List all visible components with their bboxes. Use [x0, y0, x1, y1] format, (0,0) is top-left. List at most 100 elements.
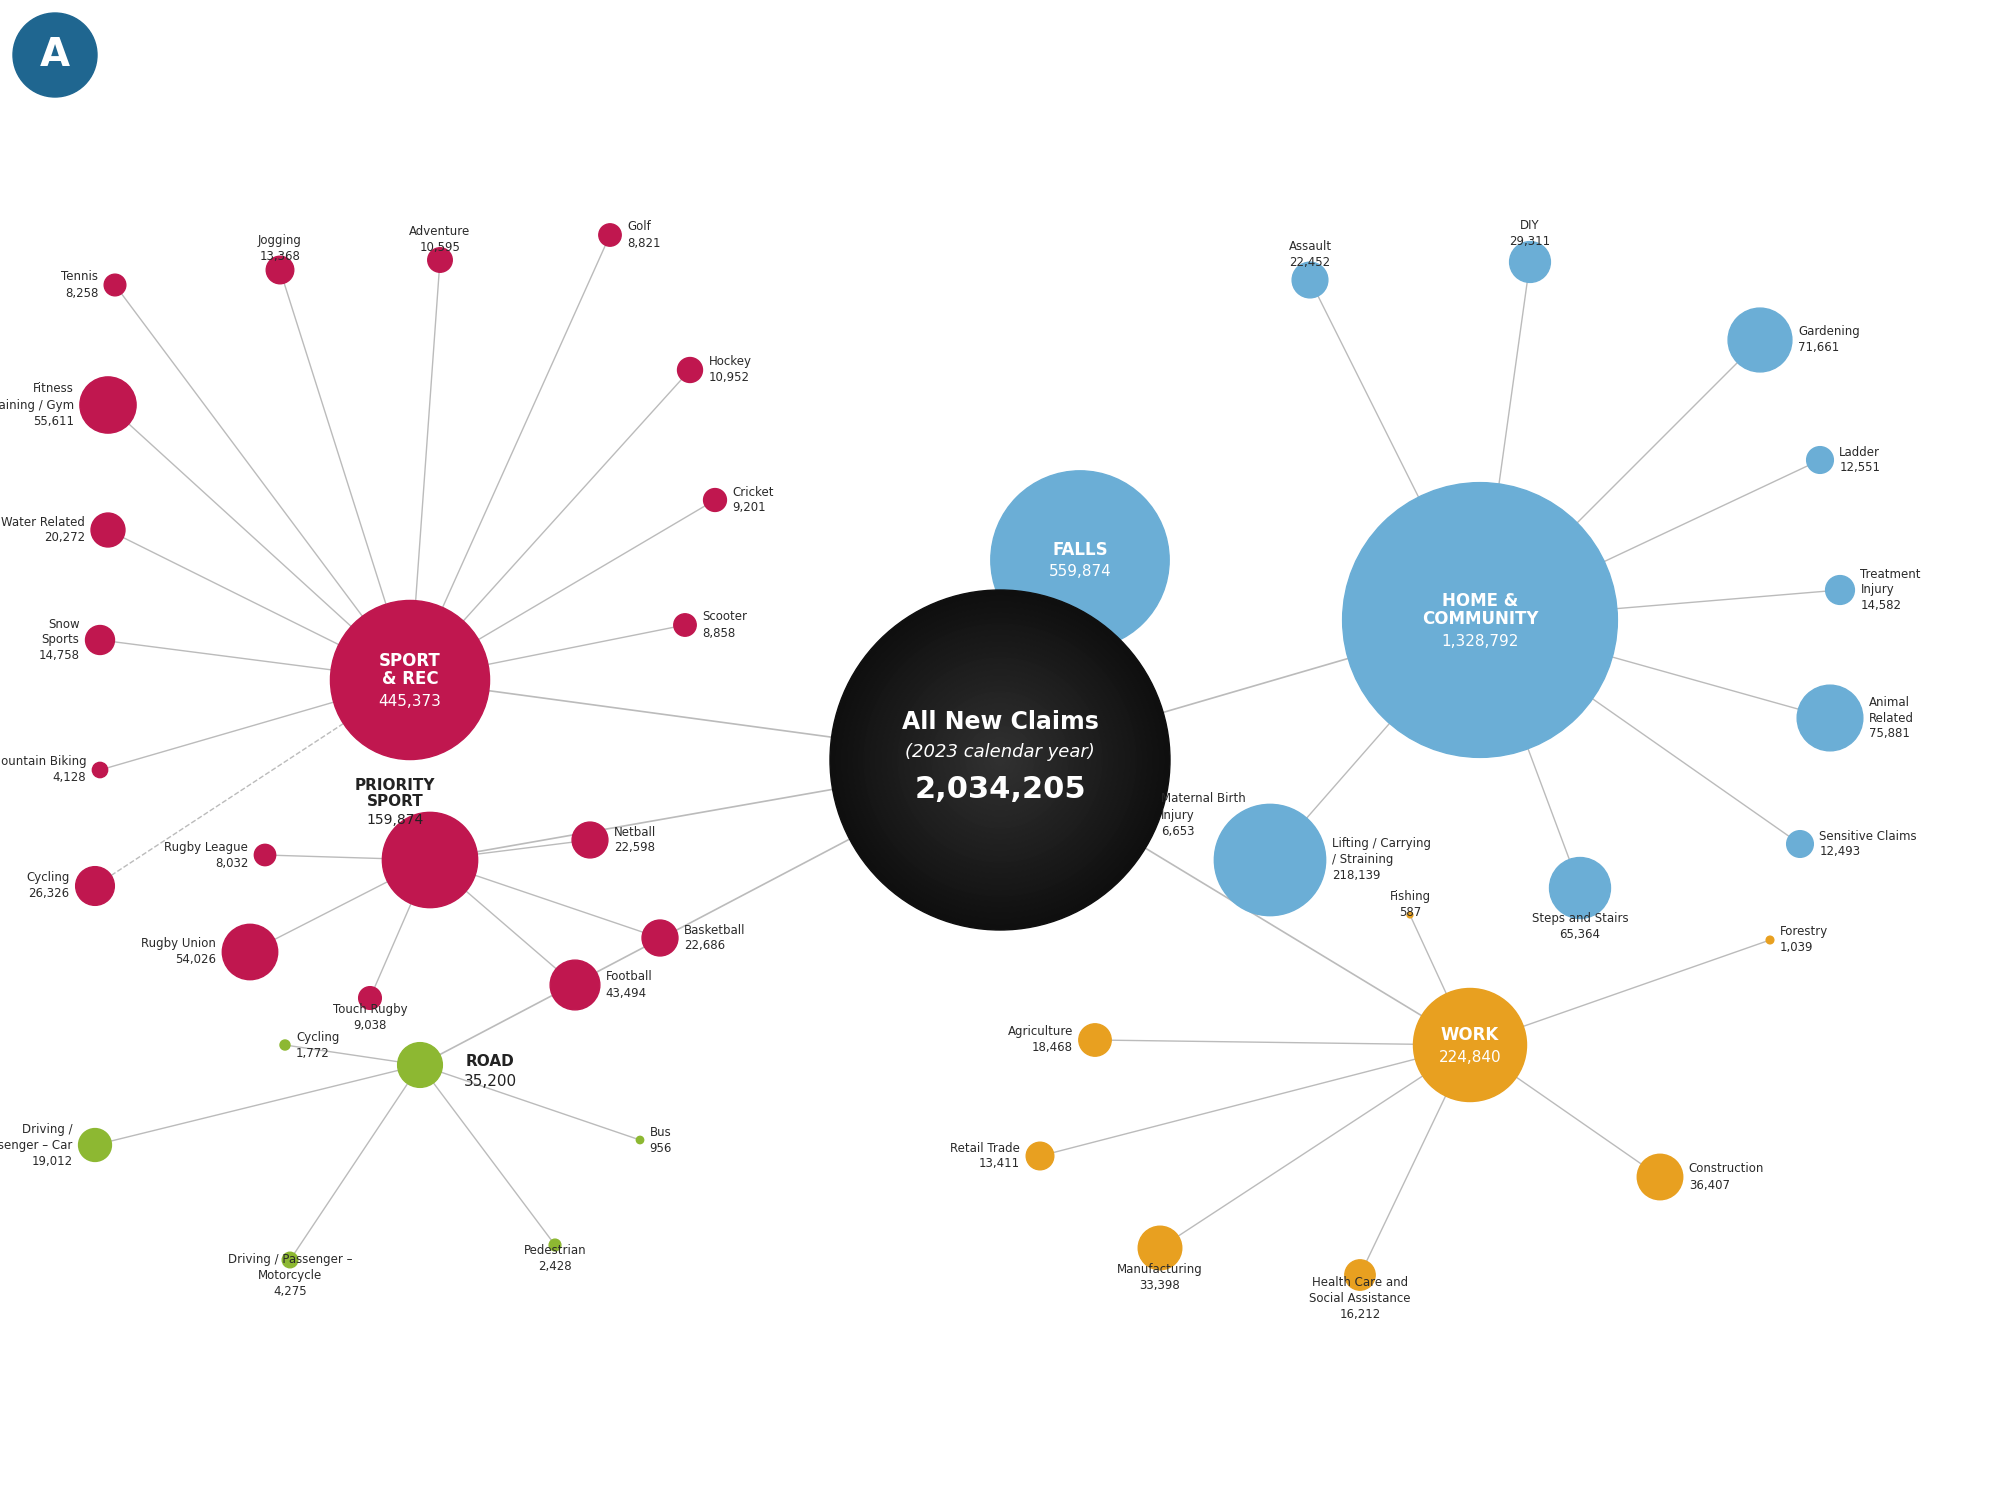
Text: Netball
22,598: Netball 22,598: [614, 825, 656, 855]
Text: Rugby League
8,032: Rugby League 8,032: [164, 840, 248, 870]
Text: Construction
36,407: Construction 36,407: [1688, 1162, 1764, 1191]
Text: Hockey
10,952: Hockey 10,952: [708, 356, 752, 384]
Circle shape: [1292, 262, 1328, 298]
Circle shape: [266, 256, 294, 284]
Circle shape: [14, 13, 96, 98]
Circle shape: [78, 1128, 112, 1161]
Text: Scooter
8,858: Scooter 8,858: [702, 610, 748, 639]
Circle shape: [984, 742, 1018, 777]
Text: Agriculture
18,468: Agriculture 18,468: [1008, 1026, 1072, 1054]
Text: Forestry
1,039: Forestry 1,039: [1780, 926, 1828, 954]
Circle shape: [1826, 576, 1854, 604]
Circle shape: [932, 692, 1068, 828]
Circle shape: [916, 675, 1084, 844]
Text: Driving / Passenger –
Motorcycle
4,275: Driving / Passenger – Motorcycle 4,275: [228, 1254, 352, 1299]
Text: All New Claims: All New Claims: [902, 710, 1098, 734]
Circle shape: [926, 687, 1074, 834]
Text: Cricket
9,201: Cricket 9,201: [732, 486, 774, 514]
Text: FALLS: FALLS: [1052, 542, 1108, 560]
Circle shape: [990, 471, 1170, 650]
Text: A: A: [40, 36, 70, 74]
Text: Steps and Stairs
65,364: Steps and Stairs 65,364: [1532, 912, 1628, 940]
Circle shape: [1638, 1155, 1682, 1200]
Text: 35,200: 35,200: [464, 1074, 516, 1089]
Circle shape: [550, 960, 600, 1010]
Circle shape: [848, 608, 1152, 914]
Circle shape: [988, 748, 1012, 771]
Circle shape: [864, 624, 1136, 896]
Circle shape: [904, 663, 1096, 856]
Circle shape: [910, 669, 1090, 850]
Text: Health Care and
Social Assistance
16,212: Health Care and Social Assistance 16,212: [1310, 1275, 1410, 1320]
Circle shape: [978, 738, 1022, 783]
Circle shape: [830, 590, 1170, 930]
Text: Water Related
20,272: Water Related 20,272: [2, 516, 86, 544]
Circle shape: [836, 596, 1164, 924]
Circle shape: [636, 1137, 644, 1143]
Circle shape: [1766, 936, 1774, 944]
Circle shape: [842, 602, 1158, 918]
Circle shape: [92, 513, 124, 548]
Text: Ladder
12,551: Ladder 12,551: [1840, 446, 1880, 474]
Text: Maternal Birth
Injury
6,653: Maternal Birth Injury 6,653: [1160, 792, 1246, 837]
Circle shape: [86, 626, 114, 654]
Text: SPORT: SPORT: [380, 652, 440, 670]
Circle shape: [852, 612, 1148, 908]
Circle shape: [972, 732, 1028, 789]
Text: Rugby Union
54,026: Rugby Union 54,026: [142, 938, 216, 966]
Circle shape: [572, 822, 608, 858]
Circle shape: [960, 720, 1040, 800]
Circle shape: [254, 844, 276, 865]
Text: Manufacturing
33,398: Manufacturing 33,398: [1118, 1263, 1202, 1293]
Text: Retail Trade
13,411: Retail Trade 13,411: [950, 1142, 1020, 1170]
Circle shape: [870, 630, 1130, 891]
Circle shape: [938, 698, 1062, 822]
Text: ROAD: ROAD: [466, 1054, 514, 1070]
Circle shape: [880, 640, 1120, 879]
Text: Treatment
Injury
14,582: Treatment Injury 14,582: [1860, 567, 1920, 612]
Circle shape: [428, 248, 452, 273]
Text: Cycling
26,326: Cycling 26,326: [26, 871, 70, 900]
Circle shape: [1026, 1142, 1054, 1170]
Text: Sensitive Claims
12,493: Sensitive Claims 12,493: [1820, 830, 1916, 858]
Circle shape: [358, 987, 382, 1010]
Text: Golf
8,821: Golf 8,821: [628, 220, 660, 249]
Text: Mountain Biking
4,128: Mountain Biking 4,128: [0, 756, 86, 784]
Text: PRIORITY: PRIORITY: [354, 778, 436, 794]
Text: Bus
956: Bus 956: [650, 1125, 672, 1155]
Circle shape: [954, 714, 1046, 806]
Circle shape: [398, 1042, 442, 1088]
Circle shape: [76, 867, 114, 906]
Circle shape: [1550, 858, 1610, 918]
Circle shape: [1408, 912, 1412, 918]
Text: Assault
22,452: Assault 22,452: [1288, 240, 1332, 268]
Circle shape: [1214, 804, 1326, 915]
Text: Football
43,494: Football 43,494: [606, 970, 652, 999]
Text: Animal
Related
75,881: Animal Related 75,881: [1868, 696, 1914, 741]
Circle shape: [994, 754, 1006, 765]
Text: 1,328,792: 1,328,792: [1442, 633, 1518, 648]
Text: 445,373: 445,373: [378, 693, 442, 708]
Circle shape: [598, 224, 622, 246]
Circle shape: [550, 1239, 560, 1251]
Text: HOME &: HOME &: [1442, 592, 1518, 610]
Text: 559,874: 559,874: [1048, 564, 1112, 579]
Text: Fitness
Training / Gym
55,611: Fitness Training / Gym 55,611: [0, 382, 74, 427]
Circle shape: [892, 652, 1108, 867]
Circle shape: [282, 1252, 298, 1268]
Circle shape: [1078, 1024, 1112, 1056]
Circle shape: [1414, 988, 1526, 1101]
Text: Snow
Sports
14,758: Snow Sports 14,758: [38, 618, 80, 663]
Circle shape: [104, 274, 126, 296]
Circle shape: [642, 920, 678, 956]
Circle shape: [876, 636, 1124, 885]
Circle shape: [886, 646, 1114, 873]
Circle shape: [898, 658, 1102, 862]
Circle shape: [382, 813, 478, 907]
Circle shape: [858, 618, 1142, 902]
Text: (2023 calendar year): (2023 calendar year): [906, 742, 1094, 760]
Text: Tennis
8,258: Tennis 8,258: [62, 270, 98, 300]
Circle shape: [1798, 686, 1862, 752]
Circle shape: [966, 726, 1034, 794]
Text: 2,034,205: 2,034,205: [914, 776, 1086, 804]
